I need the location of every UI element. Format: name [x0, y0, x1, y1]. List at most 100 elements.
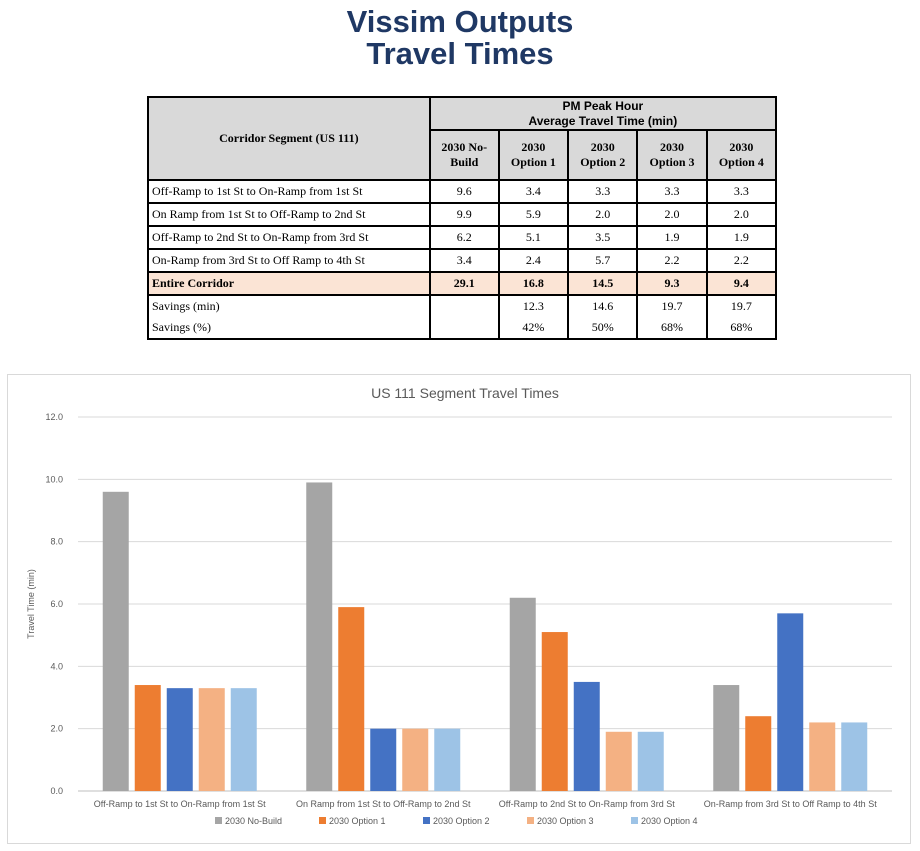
bar [102, 491, 129, 791]
bar [166, 688, 193, 791]
value-cell: 5.1 [497, 225, 570, 250]
y-tick-label: 4.0 [50, 661, 63, 671]
x-category-label: Off-Ramp to 2nd St to On-Ramp from 3rd S… [499, 799, 675, 809]
value-cell: 19.7 [636, 294, 708, 317]
travel-time-table: Corridor Segment (US 111) PM Peak Hour A… [147, 96, 778, 340]
legend-swatch [215, 817, 222, 824]
option-header-line: Option 2 [580, 155, 626, 169]
value-cell: 2.2 [636, 248, 708, 273]
value-cell: 68% [705, 317, 778, 340]
bar [809, 722, 836, 791]
value-cell: 16.8 [497, 271, 570, 296]
segment-cell: On Ramp from 1st St to Off-Ramp to 2nd S… [147, 202, 431, 227]
value-cell: 2.0 [636, 202, 708, 227]
value-cell [428, 294, 500, 317]
legend-label: 2030 Option 4 [641, 816, 698, 826]
bar [198, 688, 225, 791]
option-header: 2030 Option 4 [705, 129, 778, 181]
bar [745, 716, 772, 791]
value-cell: 6.2 [428, 225, 500, 250]
legend-label: 2030 Option 1 [329, 816, 386, 826]
value-cell: 14.5 [567, 271, 639, 296]
value-cell: 1.9 [705, 225, 778, 250]
option-header-line: 2030 [590, 140, 615, 154]
value-cell: 3.4 [428, 248, 500, 273]
legend-swatch [527, 817, 534, 824]
bar [134, 685, 161, 791]
bar [573, 681, 600, 791]
legend-swatch [423, 817, 430, 824]
peak-hour-header: PM Peak Hour Average Travel Time (min) [428, 96, 778, 131]
chart-title: US 111 Segment Travel Times [371, 385, 559, 401]
segment-cell: On-Ramp from 3rd St to Off Ramp to 4th S… [147, 248, 431, 273]
option-header-line: Option 4 [718, 155, 764, 169]
segment-cell: Off-Ramp to 2nd St to On-Ramp from 3rd S… [147, 225, 431, 250]
corridor-header: Corridor Segment (US 111) [147, 96, 431, 181]
value-cell: 9.3 [636, 271, 708, 296]
x-category-label: On Ramp from 1st St to Off-Ramp to 2nd S… [296, 799, 471, 809]
table-row: Off-Ramp to 1st St to On-Ramp from 1st S… [147, 179, 778, 204]
value-cell: 3.3 [567, 179, 639, 204]
value-cell: 3.5 [567, 225, 639, 250]
chart-frame: US 111 Segment Travel Times 0.0 2.0 4.0 6.0 8… [7, 374, 911, 844]
entire-corridor-label: Entire Corridor [147, 271, 431, 296]
table-row: On Ramp from 1st St to Off-Ramp to 2nd S… [147, 202, 778, 227]
value-cell [428, 317, 500, 340]
bar [306, 482, 333, 791]
bar [713, 685, 740, 791]
value-cell: 1.9 [636, 225, 708, 250]
legend-swatch [319, 817, 326, 824]
option-header-line: 2030 [729, 140, 754, 154]
value-cell: 3.3 [705, 179, 778, 204]
legend-swatch [631, 817, 638, 824]
value-cell: 42% [497, 317, 570, 340]
value-cell: 68% [636, 317, 708, 340]
value-cell: 5.7 [567, 248, 639, 273]
y-tick-label: 2.0 [50, 724, 63, 734]
x-category-label: Off-Ramp to 1st St to On-Ramp from 1st S… [94, 799, 266, 809]
table-row: On-Ramp from 3rd St to Off Ramp to 4th S… [147, 248, 778, 273]
value-cell: 14.6 [567, 294, 639, 317]
legend-label: 2030 Option 2 [433, 816, 490, 826]
page-title-line-1: Vissim Outputs [346, 4, 574, 39]
value-cell: 2.2 [705, 248, 778, 273]
bar [777, 613, 804, 791]
value-cell: 2.0 [567, 202, 639, 227]
bar [605, 731, 632, 791]
bar [841, 722, 868, 791]
bar [541, 632, 568, 791]
bar-chart: US 111 Segment Travel Times 0.0 2.0 4.0 6.0 8… [26, 385, 892, 826]
value-cell: 29.1 [428, 271, 500, 296]
value-cell: 2.0 [705, 202, 778, 227]
savings-pct-row: Savings (%) 42% 50% 68% 68% [147, 317, 778, 340]
option-header-line: 2030 [660, 140, 685, 154]
bar [637, 731, 664, 791]
value-cell: 50% [567, 317, 639, 340]
option-header: 2030 Option 1 [497, 129, 570, 181]
value-cell: 9.6 [428, 179, 500, 204]
option-header-line: Option 3 [649, 155, 695, 169]
page-title-line-2: Travel Times [366, 36, 554, 71]
value-cell: 9.4 [705, 271, 778, 296]
entire-corridor-row: Entire Corridor 29.1 16.8 14.5 9.3 9.4 [147, 271, 778, 296]
value-cell: 5.9 [497, 202, 570, 227]
value-cell: 3.4 [497, 179, 570, 204]
option-header: 2030 No- Build [428, 129, 500, 181]
bar [509, 597, 536, 791]
y-tick-label: 8.0 [50, 537, 63, 547]
page-title: Vissim Outputs Travel Times [0, 6, 920, 70]
legend-label: 2030 No-Build [225, 816, 282, 826]
bar [230, 688, 257, 791]
value-cell: 12.3 [497, 294, 570, 317]
option-header-line: Option 1 [510, 155, 556, 169]
legend-label: 2030 Option 3 [537, 816, 594, 826]
peak-hour-header-line-1: PM Peak Hour [562, 98, 644, 113]
savings-pct-label: Savings (%) [147, 317, 431, 340]
value-cell: 2.4 [497, 248, 570, 273]
x-category-label: On-Ramp from 3rd St to Off Ramp to 4th S… [704, 799, 877, 809]
y-tick-label: 10.0 [45, 474, 63, 484]
segment-cell: Off-Ramp to 1st St to On-Ramp from 1st S… [147, 179, 431, 204]
table-row: Off-Ramp to 2nd St to On-Ramp from 3rd S… [147, 225, 778, 250]
savings-min-row: Savings (min) 12.3 14.6 19.7 19.7 [147, 294, 778, 317]
y-tick-label: 0.0 [50, 786, 63, 796]
